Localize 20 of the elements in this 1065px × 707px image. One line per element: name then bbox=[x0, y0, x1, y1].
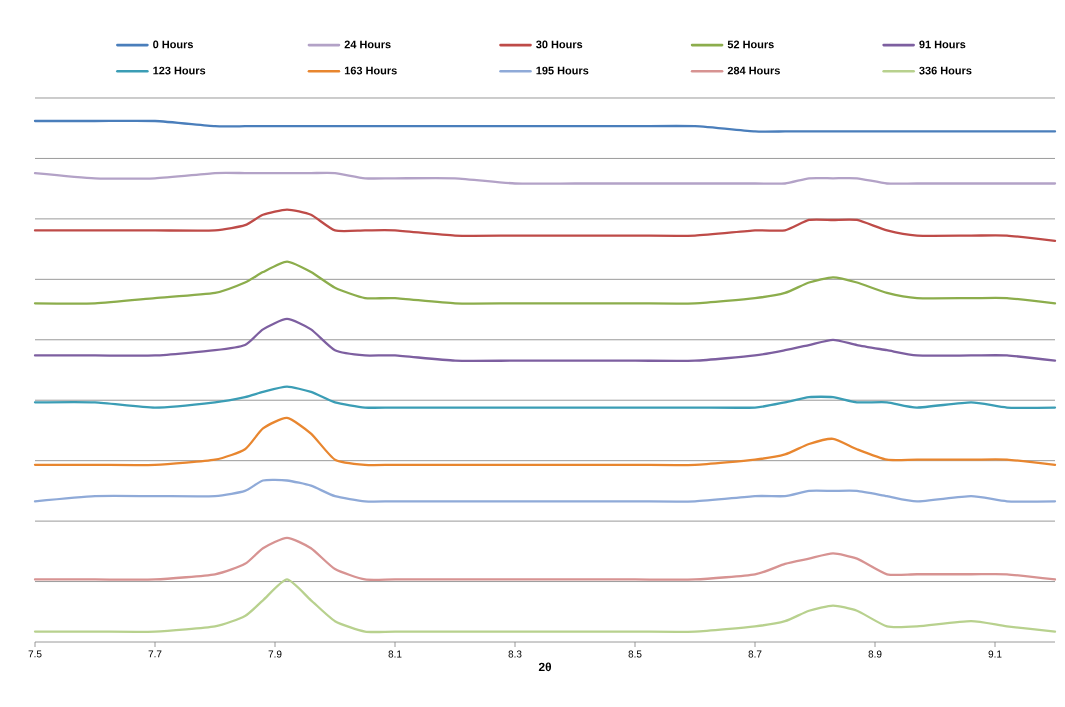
x-tick-label: 7.9 bbox=[268, 650, 282, 658]
x-tick-label: 8.3 bbox=[508, 650, 522, 658]
legend-label: 123 Hours bbox=[153, 66, 206, 75]
legend-label: 24 Hours bbox=[344, 40, 391, 49]
legend-label: 52 Hours bbox=[727, 40, 774, 49]
x-tick-label: 7.5 bbox=[28, 650, 42, 658]
legend-label: 91 Hours bbox=[919, 40, 966, 49]
x-tick-label: 8.7 bbox=[748, 650, 762, 658]
legend-label: 30 Hours bbox=[536, 40, 583, 49]
legend-label: 195 Hours bbox=[536, 66, 589, 75]
x-tick-label: 8.5 bbox=[628, 650, 642, 658]
x-tick-label: 8.1 bbox=[388, 650, 402, 658]
x-tick-label: 7.7 bbox=[148, 650, 162, 658]
legend-label: 0 Hours bbox=[153, 40, 193, 49]
x-tick-label: 9.1 bbox=[988, 650, 1002, 658]
x-axis-title: 2θ bbox=[538, 662, 552, 672]
legend-label: 163 Hours bbox=[344, 66, 397, 75]
legend-label: 336 Hours bbox=[919, 66, 972, 75]
legend-label: 284 Hours bbox=[727, 66, 780, 75]
x-tick-label: 8.9 bbox=[868, 650, 882, 658]
